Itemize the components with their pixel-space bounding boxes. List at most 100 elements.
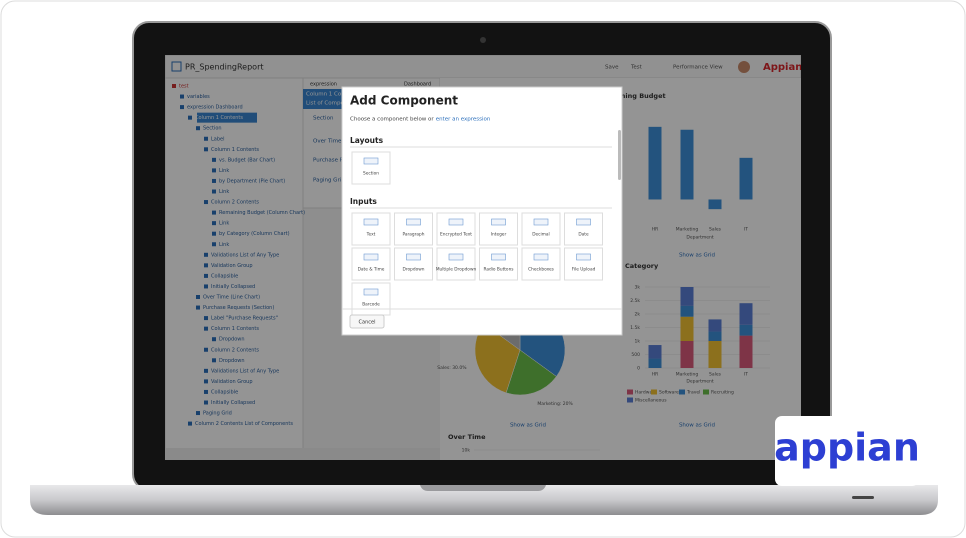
data-label: Sales: 30.0% [437,365,467,371]
tile-label: Barcode [362,302,380,308]
cancel-button[interactable] [349,314,385,329]
tile-icon [406,218,421,226]
x-tick-label: IT [744,372,748,378]
tree-item[interactable]: Link [219,242,229,248]
tree-item[interactable]: Column 1 Contents [195,115,243,121]
tree-item[interactable]: Column 2 Contents [211,347,259,353]
legend-swatch [679,389,685,395]
middle-header: expression [310,82,337,88]
component-tile[interactable] [394,212,433,246]
component-tile[interactable] [351,151,391,185]
tile-icon [363,288,379,296]
tree-item[interactable]: Paging Grid [203,411,232,417]
middle-item[interactable]: Purchase Requests [313,158,365,164]
component-tile[interactable] [479,247,518,281]
tree-item[interactable]: variables [187,94,210,100]
tree-item[interactable]: Column 1 Contents [211,326,259,332]
component-tile[interactable] [521,247,561,281]
tree-item[interactable]: Column 1 Contents [211,147,259,153]
tree-item[interactable]: Purchase Requests (Section) [203,305,274,311]
tree-item[interactable]: Column 2 Contents [211,200,259,206]
window-title: PR_SpendingReport [185,63,264,72]
tile-label: Paragraph [402,232,424,238]
tree-icon [212,231,216,236]
chart-title: Category [625,262,659,270]
tree-item[interactable]: Column 2 Contents List of Components [195,421,293,427]
tile-label: File Upload [572,267,596,273]
tree-item[interactable]: Over Time (Line Chart) [203,295,260,301]
tile-icon [576,218,591,226]
component-tile[interactable] [351,282,391,316]
bar-segment [648,345,662,359]
data-label: Marketing: 20% [537,401,573,407]
component-tile[interactable] [479,212,518,246]
tile-icon [363,218,379,226]
tree-icon [180,94,184,99]
y-tick-label: 3k [635,285,641,291]
tile-label: Date [578,232,589,238]
x-tick-label: Marketing [676,372,699,378]
tree-icon [212,242,216,247]
logo-box [775,416,919,486]
toolbar-button[interactable]: Performance View [673,65,723,71]
tree-item[interactable]: vs. Budget (Bar Chart) [219,157,275,163]
component-tile[interactable] [564,212,603,246]
tree-icon [204,263,208,268]
tree-icon [212,189,216,194]
bar-segment [680,287,694,306]
tree-item[interactable]: Link [219,189,229,195]
expression-link[interactable]: enter an expression [436,117,491,123]
tree-item[interactable]: Initially Collapsed [211,400,255,406]
middle-item[interactable]: Paging Grid [313,178,345,184]
tree-icon [196,411,200,416]
link[interactable]: Show as Grid [679,253,715,259]
tile-icon [533,218,549,226]
component-tile[interactable] [351,247,391,281]
component-tile[interactable] [351,212,391,246]
toolbar-button[interactable]: Save [605,65,619,71]
middle-item[interactable]: Section [313,116,334,122]
tree-item[interactable]: Remaining Budget (Column Chart) [219,210,305,216]
component-tile[interactable] [564,247,603,281]
component-tile[interactable] [436,212,476,246]
tree-item[interactable]: Dropdown [219,358,245,364]
link[interactable]: Show as Grid [510,423,546,429]
tree-item[interactable]: Section [203,126,222,132]
tree-item[interactable]: expression Dashboard [187,105,243,111]
tree-item[interactable]: Validation Group [211,379,253,385]
tree-item[interactable]: Label "Purchase Requests" [211,316,278,322]
tree-item[interactable]: Link [219,221,229,227]
middle-item[interactable]: Over Time [313,139,342,145]
middle-selected: List of Components [306,101,359,107]
component-tile[interactable] [521,212,561,246]
tree-icon [196,305,200,310]
tree-item[interactable]: Validation Group [211,263,253,269]
legend-swatch [627,397,633,403]
tree-icon [204,368,208,373]
component-tile[interactable] [436,247,476,281]
tree-icon [212,168,216,173]
link[interactable]: Show as Grid [679,423,715,429]
component-tile[interactable] [394,247,433,281]
pie-slice [505,349,557,396]
tree-item[interactable]: Dropdown [219,337,245,343]
tree-item[interactable]: Label [211,136,225,142]
cancel-label[interactable]: Cancel [359,320,376,326]
tree-item[interactable]: Collapsible [211,273,238,279]
tree-item[interactable]: test [179,84,189,90]
tree-item[interactable]: by Department (Pie Chart) [219,178,285,184]
bar-segment [648,358,662,368]
tree-item[interactable]: Collapsible [211,389,238,395]
tile-icon [363,253,379,261]
tile-icon [491,218,506,226]
chart-title: Over Time [448,433,486,441]
toolbar-button[interactable]: Test [630,65,643,71]
tree-item[interactable]: by Category (Column Chart) [219,231,290,237]
tree-icon [204,347,208,352]
legend-label: Travel [686,390,700,396]
modal-subtitle: Choose a component below or [350,117,434,123]
tree-item[interactable]: Validations List of Any Type [211,252,279,258]
tree-item[interactable]: Link [219,168,229,174]
tree-item[interactable]: Initially Collapsed [211,284,255,290]
tree-item[interactable]: Validations List of Any Type [211,368,279,374]
